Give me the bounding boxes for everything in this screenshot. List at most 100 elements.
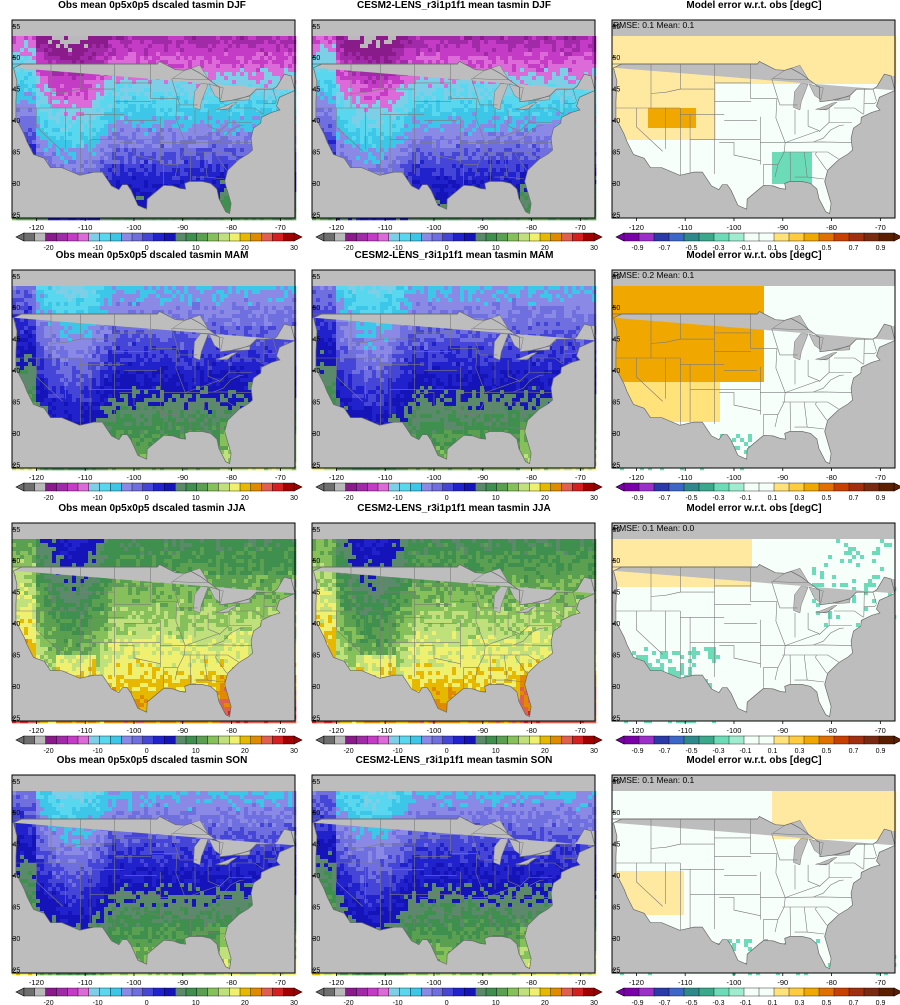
- y-tick-label: 50: [613, 55, 621, 62]
- y-tick-label: 50: [613, 558, 621, 565]
- y-tick-label: 50: [613, 305, 621, 312]
- x-tick-label: -120: [29, 726, 44, 735]
- colorbar-tick-label: 0.7: [849, 495, 859, 500]
- colorbar-tick-label: 0.5: [822, 1000, 832, 1005]
- x-tick-label: -80: [526, 473, 537, 482]
- diff-map: -120-110-100-90-80-7025303540455055RMSE:…: [610, 755, 900, 1005]
- x-tick-label: -120: [629, 726, 644, 735]
- x-tick-label: -120: [329, 978, 344, 987]
- y-tick-label: 50: [313, 810, 321, 817]
- y-tick-label: 50: [313, 558, 321, 565]
- y-tick-label: 55: [313, 24, 321, 31]
- model-panel-jja: CESM2-LENS_r3i1p1f1 mean tasmin JJA-120-…: [310, 503, 610, 753]
- y-tick-label: 30: [313, 684, 321, 691]
- x-tick-label: -80: [826, 726, 837, 735]
- colorbar-tick-label: 0.9: [876, 495, 886, 500]
- colorbar-tick-label: 0.3: [795, 495, 805, 500]
- obs-map: -120-110-100-90-80-7025303540455055-20-1…: [10, 755, 310, 1005]
- y-tick-label: 50: [13, 558, 21, 565]
- colorbar-tick-label: 20: [241, 1000, 249, 1005]
- x-tick-label: -110: [78, 223, 92, 232]
- x-tick-label: -70: [875, 978, 886, 987]
- colorbar-tick-label: 0: [145, 1000, 149, 1005]
- stats-text: RMSE: 0.1 Mean: 0.1: [613, 20, 695, 30]
- x-tick-label: -100: [426, 223, 441, 232]
- colorbar-tick-label: 0.1: [768, 1000, 778, 1005]
- stats-text: RMSE: 0.1 Mean: 0.0: [613, 523, 695, 533]
- colorbar-tick-label: -0.5: [685, 495, 697, 500]
- model-map: -120-110-100-90-80-7025303540455055-20-1…: [310, 0, 610, 250]
- y-tick-label: 45: [313, 590, 321, 597]
- colorbar-tick-label: -0.1: [739, 748, 751, 753]
- model-map: -120-110-100-90-80-7025303540455055-20-1…: [310, 503, 610, 753]
- y-tick-label: 30: [613, 181, 621, 188]
- y-tick-label: 25: [313, 715, 321, 722]
- x-tick-label: -80: [826, 223, 837, 232]
- y-tick-label: 45: [613, 590, 621, 597]
- x-tick-label: -110: [378, 726, 392, 735]
- colorbar-tick-label: 10: [192, 1000, 200, 1005]
- y-tick-label: 55: [313, 527, 321, 534]
- colorbar-tick-label: -0.3: [712, 748, 724, 753]
- x-tick-label: -120: [29, 473, 44, 482]
- x-tick-label: -90: [777, 978, 788, 987]
- y-tick-label: 35: [313, 653, 321, 660]
- x-tick-label: -120: [629, 978, 644, 987]
- colorbar-tick-label: 10: [192, 748, 200, 753]
- colorbar-tick-label: 30: [590, 1000, 598, 1005]
- y-tick-label: 45: [613, 87, 621, 94]
- x-tick-label: -90: [177, 223, 188, 232]
- x-tick-label: -80: [226, 978, 237, 987]
- y-tick-label: 55: [13, 779, 21, 786]
- x-tick-label: -80: [226, 726, 237, 735]
- x-tick-label: -100: [726, 726, 741, 735]
- y-tick-label: 40: [613, 368, 621, 375]
- diff-map: -120-110-100-90-80-7025303540455055RMSE:…: [610, 0, 900, 250]
- colorbar-tick-label: 30: [590, 495, 598, 500]
- y-tick-label: 55: [313, 274, 321, 281]
- y-tick-label: 25: [313, 462, 321, 469]
- y-tick-label: 50: [613, 810, 621, 817]
- x-tick-label: -110: [378, 473, 392, 482]
- obs-panel-djf: Obs mean 0p5x0p5 dscaled tasmin DJF-120-…: [10, 0, 310, 250]
- y-tick-label: 30: [613, 936, 621, 943]
- colorbar-tick-label: 0.9: [876, 748, 886, 753]
- obs-panel-jja: Obs mean 0p5x0p5 dscaled tasmin JJA-120-…: [10, 503, 310, 753]
- x-tick-label: -80: [526, 223, 537, 232]
- y-tick-label: 55: [313, 779, 321, 786]
- x-tick-label: -80: [526, 726, 537, 735]
- y-tick-label: 35: [613, 905, 621, 912]
- y-tick-label: 50: [313, 55, 321, 62]
- x-tick-label: -100: [426, 726, 441, 735]
- x-tick-label: -90: [177, 473, 188, 482]
- y-tick-label: 45: [313, 87, 321, 94]
- y-tick-label: 50: [13, 305, 21, 312]
- obs-panel-son: Obs mean 0p5x0p5 dscaled tasmin SON-120-…: [10, 755, 310, 1005]
- colorbar-tick-label: -0.9: [631, 748, 643, 753]
- y-tick-label: 35: [13, 150, 21, 157]
- colorbar-tick-label: 0.1: [768, 495, 778, 500]
- colorbar-tick-label: -0.3: [712, 1000, 724, 1005]
- colorbar-tick-label: -20: [343, 495, 353, 500]
- y-tick-label: 25: [613, 212, 621, 219]
- colorbar-tick-label: -10: [393, 748, 403, 753]
- diff-panel-son: Model error w.r.t. obs [degC]-120-110-10…: [610, 755, 900, 1005]
- y-tick-label: 35: [313, 905, 321, 912]
- colorbar-tick-label: -0.7: [658, 495, 670, 500]
- x-tick-label: -70: [575, 473, 586, 482]
- x-tick-label: -100: [726, 978, 741, 987]
- y-tick-label: 55: [13, 274, 21, 281]
- colorbar-tick-label: 0.5: [822, 748, 832, 753]
- y-tick-label: 50: [13, 55, 21, 62]
- y-tick-label: 35: [13, 905, 21, 912]
- y-tick-label: 40: [13, 368, 21, 375]
- x-tick-label: -70: [275, 726, 286, 735]
- x-tick-label: -70: [575, 223, 586, 232]
- x-tick-label: -110: [378, 978, 392, 987]
- colorbar-tick-label: -20: [343, 1000, 353, 1005]
- y-tick-label: 45: [13, 842, 21, 849]
- x-tick-label: -70: [875, 726, 886, 735]
